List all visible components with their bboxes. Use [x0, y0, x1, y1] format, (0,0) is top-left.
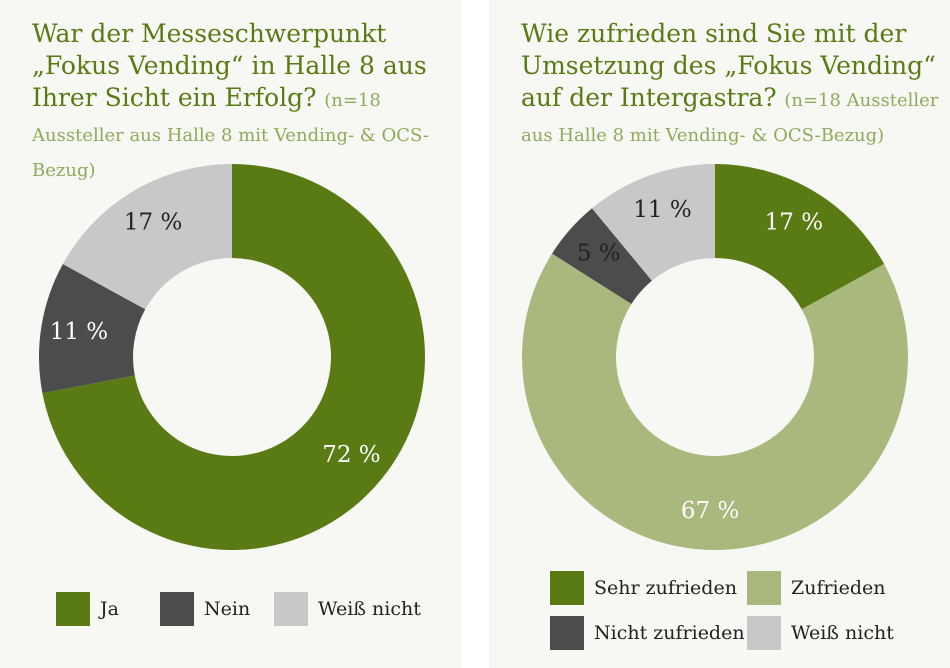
slice-ja	[42, 164, 426, 551]
slice-zufrieden	[522, 253, 908, 550]
chart-sample-note: (n=18 Aussteller aus Halle 8 mit Vending…	[32, 90, 430, 181]
chart-title-main: Wie zufrieden sind Sie mit der Umsetzung…	[521, 19, 936, 112]
donut-chart-zufriedenheit: 17 % 67 % 5 % 11 %	[522, 164, 908, 550]
chart-title: Wie zufrieden sind Sie mit der Umsetzung…	[521, 18, 941, 152]
slice-weiss-nicht	[591, 164, 715, 281]
chart-title: War der Messeschwerpunkt „Fokus Vending“…	[32, 18, 452, 187]
slice-label-weiss-nicht: 17 %	[124, 210, 182, 236]
slice-label-ja: 72 %	[322, 442, 380, 468]
donut-chart-erfolg: 72 % 11 % 17 %	[38, 164, 426, 551]
slice-sehr-zufrieden	[715, 164, 885, 310]
chart-panel-zufriedenheit: Wie zufrieden sind Sie mit der Umsetzung…	[489, 0, 950, 668]
slice-label-nicht-zufrieden: 5 %	[577, 240, 621, 266]
slice-weiss-nicht	[62, 164, 233, 310]
chart-panel-erfolg: War der Messeschwerpunkt „Fokus Vending“…	[0, 0, 461, 668]
slice-label-weiss-nicht: 11 %	[633, 197, 691, 223]
slice-nicht-zufrieden	[552, 208, 652, 304]
slice-nein	[38, 264, 146, 394]
slice-label-nein: 11 %	[50, 319, 108, 345]
chart-title-main: War der Messeschwerpunkt „Fokus Vending“…	[32, 19, 427, 112]
slice-label-sehr-zufrieden: 17 %	[765, 210, 823, 236]
chart-sample-note: (n=18 Aussteller aus Halle 8 mit Vending…	[521, 90, 939, 146]
slice-label-zufrieden: 67 %	[681, 498, 739, 524]
